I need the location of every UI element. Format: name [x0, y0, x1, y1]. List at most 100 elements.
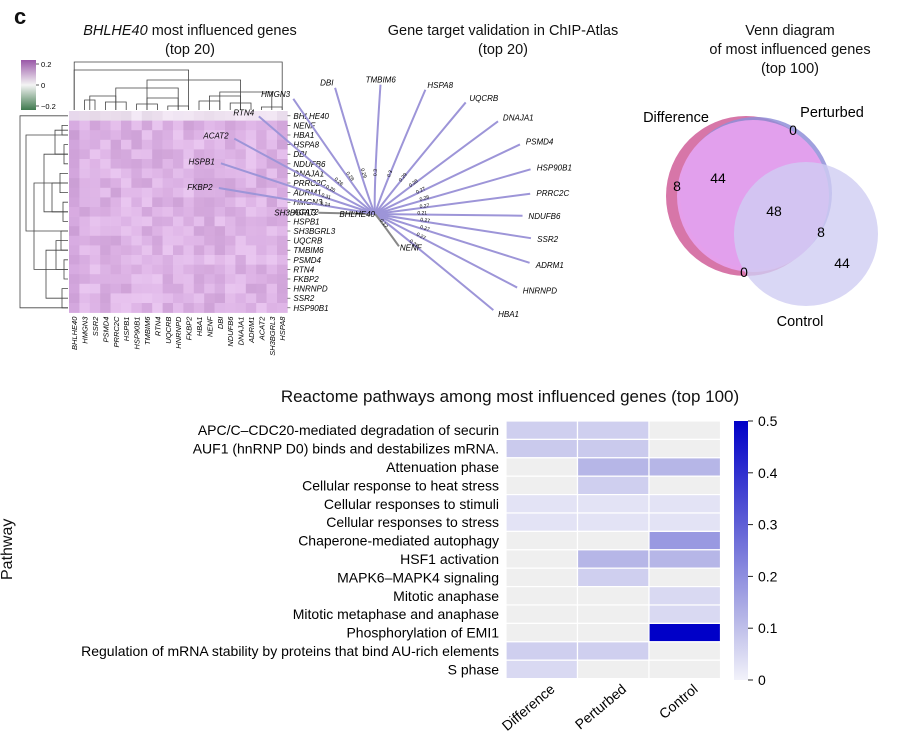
pathway-column-label: Control [656, 681, 701, 722]
y-axis-label: Pathway [0, 518, 16, 580]
gene-heatmap-cell [162, 168, 174, 179]
pathway-heatmap-cell [576, 604, 650, 624]
dendrogram-branch [167, 105, 189, 110]
network-edge-weight: 0.27 [408, 239, 420, 250]
network-target-label: HNRNPD [523, 287, 557, 296]
gene-heatmap-cell [173, 207, 184, 217]
gene-heatmap-cell [89, 178, 101, 189]
gene-heatmap-cell [110, 264, 122, 275]
gene-heatmap-cell [89, 130, 101, 141]
gene-heatmap-cell [131, 111, 143, 121]
network-edge-weight: 0.28 [419, 194, 430, 203]
network-target-label: HBA1 [498, 310, 519, 319]
venn-diagram: Difference Perturbed Control 8 44 0 48 8… [643, 105, 878, 330]
gene-heatmap-cell [100, 111, 111, 121]
gene-heatmap-cell [162, 255, 174, 265]
gene-heatmap-cell [131, 245, 143, 256]
gene-heatmap-cell [173, 255, 184, 265]
pathway-heatmap-cell [648, 494, 722, 514]
gene-heatmap-cell [183, 197, 195, 208]
gene-heatmap-cell [89, 255, 101, 265]
gene-heatmap-cell [235, 283, 247, 294]
gene-heatmap-cell [100, 197, 111, 208]
gene-heatmap-cell [131, 303, 143, 313]
gene-heatmap-cell [245, 187, 257, 198]
gene-heatmap-cell [89, 120, 101, 131]
gene-heatmap-cell [204, 130, 215, 141]
pathway-heatmap-cell [505, 622, 579, 643]
gene-heatmap-cell [183, 168, 195, 179]
gene-heatmap-cell [141, 111, 153, 121]
gene-heatmap-cell [121, 264, 132, 275]
network-subtitle: (top 20) [478, 42, 528, 58]
gene-heatmap-cell [193, 226, 205, 237]
gene-heatmap-cell [214, 130, 226, 141]
gene-heatmap-cell [162, 139, 174, 150]
gene-heatmap-cell [152, 197, 163, 208]
gene-heatmap-cell [245, 264, 257, 275]
gene-heatmap-cell [100, 264, 111, 275]
gene-heatmap-cell [204, 245, 215, 256]
gene-heatmap-cell [235, 120, 247, 131]
gene-heatmap-cell [225, 255, 236, 265]
gene-heatmap-cell [235, 159, 247, 169]
gene-heatmap-cell [266, 235, 278, 246]
gene-heatmap-cell [277, 187, 288, 198]
network-edge-weight: 0.21 [417, 210, 427, 216]
pathway-heatmap-cell [505, 530, 579, 551]
gene-heatmap-cell [121, 187, 132, 198]
gene-heatmap-cell [235, 293, 247, 304]
pathway-cbar-tick-label: 0 [758, 672, 766, 688]
gene-col-label: HSP90B1 [133, 317, 142, 350]
chart-title: Reactome pathways among most influenced … [280, 387, 740, 406]
gene-heatmap-cell [183, 120, 195, 131]
gene-heatmap-cell [225, 168, 236, 179]
gene-heatmap-cell [69, 149, 80, 160]
gene-heatmap-cell [89, 216, 101, 227]
gene-row-label: HNRNPD [293, 285, 327, 294]
gene-heatmap-cell [152, 226, 163, 237]
gene-heatmap-title-rest: most influenced genes [147, 23, 297, 39]
gene-heatmap-cell [204, 139, 215, 150]
pathway-row-label: Regulation of mRNA stability by proteins… [81, 643, 499, 659]
gene-cbar-tick-label: 0 [41, 81, 45, 90]
network-edge-weight: 0.29 [359, 168, 368, 179]
gene-heatmap-cell [173, 264, 184, 275]
gene-row-label: NENF [293, 121, 316, 130]
gene-heatmap-cell [110, 139, 122, 150]
gene-heatmap-cell [183, 264, 195, 275]
gene-heatmap-cell [110, 293, 122, 304]
gene-heatmap-cell [110, 283, 122, 294]
gene-heatmap-cell [214, 197, 226, 208]
gene-heatmap-cell [110, 216, 122, 227]
gene-heatmap-cell [131, 168, 143, 179]
pathway-row-label: Mitotic metaphase and anaphase [293, 606, 499, 622]
gene-heatmap-cell [256, 245, 267, 256]
gene-heatmap-cell [193, 235, 205, 246]
gene-row-label: BHLHE40 [293, 112, 329, 121]
gene-heatmap-cell [277, 197, 288, 208]
gene-heatmap-cell [162, 235, 174, 246]
gene-heatmap-subtitle: (top 20) [165, 42, 215, 58]
gene-heatmap-cell [152, 303, 163, 313]
gene-heatmap-cell [173, 168, 184, 179]
gene-heatmap-cell [225, 235, 236, 246]
gene-heatmap-cell [162, 283, 174, 294]
gene-heatmap-cell [89, 226, 101, 237]
gene-heatmap-cell [214, 283, 226, 294]
pathway-row-label: AUF1 (hnRNP D0) binds and destabilizes m… [193, 441, 499, 457]
gene-heatmap-cell [110, 303, 122, 313]
gene-heatmap-cell [131, 255, 143, 265]
row-dendrogram [19, 115, 68, 309]
gene-heatmap-cell [183, 255, 195, 265]
gene-heatmap-cell [204, 187, 215, 198]
gene-heatmap-cell [152, 111, 163, 121]
pathway-heatmap-cell [648, 438, 722, 459]
gene-heatmap-cell [204, 264, 215, 275]
gene-col-label: ADRM1 [247, 317, 256, 344]
gene-row-label: PRRC2C [293, 179, 326, 188]
pathway-heatmap-cell [505, 585, 579, 606]
gene-heatmap-cell [152, 168, 163, 179]
pathway-heatmap-cell [576, 641, 650, 661]
gene-heatmap-cell [277, 207, 288, 217]
